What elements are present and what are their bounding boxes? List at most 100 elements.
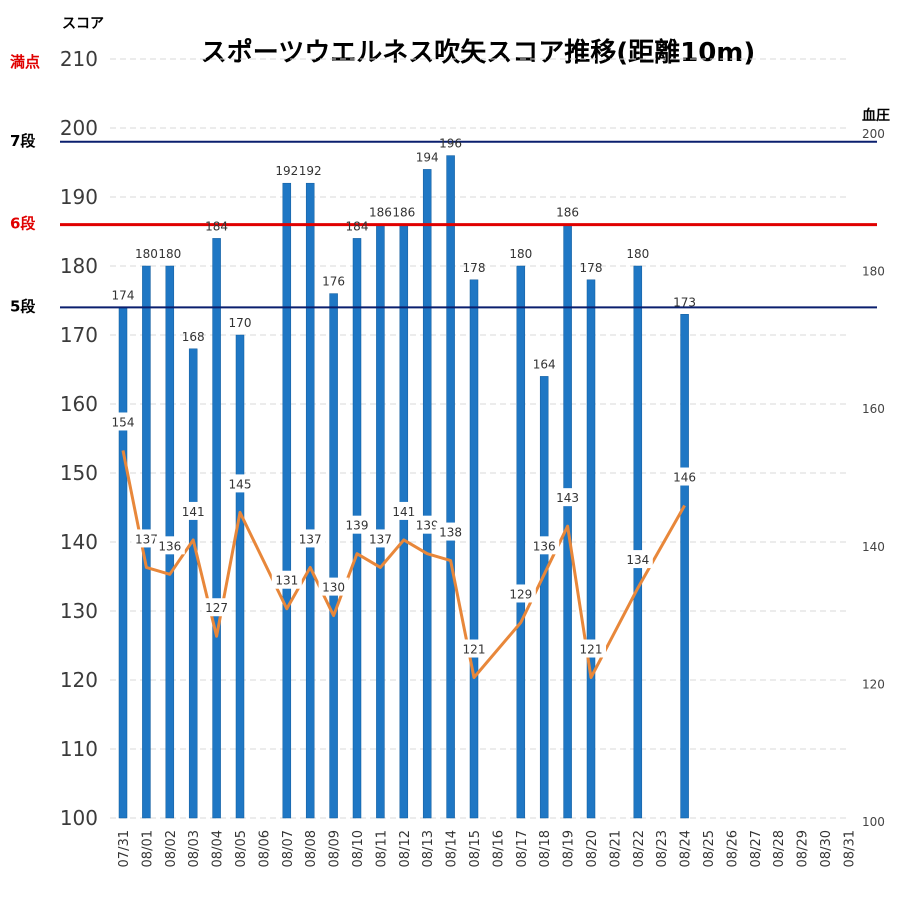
y-tick-label: 120 bbox=[60, 668, 98, 692]
score-bar bbox=[422, 169, 432, 819]
bp-data-label: 145 bbox=[229, 477, 252, 491]
x-tick-label: 08/04 bbox=[211, 830, 226, 867]
x-tick-label: 07/31 bbox=[117, 830, 132, 867]
bp-data-label: 134 bbox=[626, 553, 649, 567]
score-data-label: 184 bbox=[346, 219, 369, 233]
bp-label-bg bbox=[108, 412, 138, 431]
x-tick-label: 08/16 bbox=[491, 830, 506, 867]
x-tick-label: 08/07 bbox=[281, 830, 296, 867]
y-tick-label: 180 bbox=[60, 254, 98, 278]
x-tick-label: 08/14 bbox=[445, 830, 460, 867]
x-tick-label: 08/21 bbox=[608, 830, 623, 867]
y-tick-label: 110 bbox=[60, 737, 98, 761]
bp-data-label: 141 bbox=[182, 505, 205, 519]
bp-data-label: 139 bbox=[416, 519, 439, 533]
y-tick-label: 100 bbox=[60, 806, 98, 830]
score-data-label: 170 bbox=[229, 316, 252, 330]
bp-label-bg bbox=[552, 488, 583, 507]
bp-label-bg bbox=[576, 639, 606, 658]
y2-tick-label: 180 bbox=[862, 265, 885, 279]
y2-tick-label: 160 bbox=[862, 402, 885, 416]
x-tick-label: 08/12 bbox=[398, 830, 413, 867]
x-tick-label: 08/05 bbox=[234, 830, 249, 867]
y2-tick-label: 200 bbox=[862, 127, 885, 141]
bp-label-bg bbox=[365, 529, 396, 548]
score-data-label: 186 bbox=[369, 206, 392, 220]
score-data-label: 180 bbox=[135, 247, 158, 261]
score-bar bbox=[329, 293, 338, 819]
score-data-label: 196 bbox=[439, 137, 462, 151]
score-bar bbox=[586, 279, 596, 819]
score-data-label: 192 bbox=[275, 164, 298, 178]
score-data-label: 178 bbox=[580, 261, 603, 275]
y-tick-label: 140 bbox=[60, 530, 98, 554]
y2-tick-label: 140 bbox=[862, 540, 885, 554]
score-bar bbox=[235, 334, 245, 819]
y-tick-label: 200 bbox=[60, 116, 98, 140]
bp-label-bg bbox=[412, 515, 443, 534]
bp-label-bg bbox=[342, 515, 372, 534]
x-tick-label: 08/02 bbox=[164, 830, 179, 867]
bp-data-label: 131 bbox=[275, 574, 298, 588]
x-tick-label: 08/01 bbox=[140, 830, 155, 867]
chart-title: スポーツウエルネス吹矢スコア推移(距離10m) bbox=[201, 37, 756, 68]
bp-line bbox=[121, 450, 686, 680]
bp-data-label: 139 bbox=[346, 519, 369, 533]
score-bar bbox=[376, 224, 385, 819]
y-tick-label: 130 bbox=[60, 599, 98, 623]
reference-label: 満点 bbox=[10, 53, 40, 71]
bp-data-label: 137 bbox=[299, 532, 322, 546]
x-tick-label: 08/18 bbox=[538, 830, 553, 867]
x-tick-label: 08/10 bbox=[351, 830, 366, 867]
y-tick-label: 190 bbox=[60, 185, 98, 209]
x-tick-label: 08/09 bbox=[328, 830, 343, 867]
score-data-label: 186 bbox=[556, 206, 579, 220]
reference-lines: 満点 7段 6段 5段 bbox=[10, 53, 877, 315]
bp-data-label: 138 bbox=[439, 526, 462, 540]
x-tick-label: 08/23 bbox=[655, 830, 670, 867]
x-tick-label: 08/03 bbox=[187, 830, 202, 867]
x-tick-label: 08/06 bbox=[257, 830, 272, 867]
reference-label: 7段 bbox=[10, 132, 35, 150]
bp-label-bg bbox=[201, 598, 232, 617]
x-tick-label: 08/08 bbox=[304, 830, 319, 867]
y-tick-label: 170 bbox=[60, 323, 98, 347]
bp-label-bg bbox=[669, 467, 700, 486]
y-tick-label: 150 bbox=[60, 461, 98, 485]
reference-label: 5段 bbox=[10, 297, 35, 315]
y2-axis-label: 血圧 bbox=[862, 107, 890, 124]
bp-label-bg bbox=[435, 522, 466, 541]
bp-label-bg bbox=[131, 529, 162, 548]
bp-data-label: 143 bbox=[556, 491, 579, 505]
score-bar bbox=[282, 182, 292, 819]
x-tick-label: 08/11 bbox=[374, 830, 389, 867]
x-tick-label: 08/27 bbox=[749, 830, 764, 867]
score-bar bbox=[212, 238, 221, 819]
x-tick-label: 08/28 bbox=[772, 830, 787, 867]
score-data-label: 184 bbox=[205, 219, 228, 233]
x-tick-label: 08/29 bbox=[796, 830, 811, 867]
score-data-label: 186 bbox=[392, 206, 415, 220]
score-bar bbox=[399, 224, 409, 819]
score-bar bbox=[469, 279, 479, 819]
score-bar bbox=[563, 224, 572, 819]
bp-label-bg bbox=[505, 584, 536, 603]
x-tick-label: 08/26 bbox=[725, 830, 740, 867]
bp-data-label: 130 bbox=[322, 581, 345, 595]
gridlines bbox=[110, 58, 850, 819]
bp-data-label: 136 bbox=[533, 539, 556, 553]
y2-tick-label: 120 bbox=[862, 677, 885, 691]
bp-data-label: 129 bbox=[509, 587, 532, 601]
bp-data-label: 141 bbox=[392, 505, 415, 519]
score-data-label: 180 bbox=[509, 247, 532, 261]
bp-label-bg bbox=[388, 501, 419, 520]
score-bar bbox=[633, 265, 643, 819]
bars bbox=[118, 155, 689, 819]
reference-label: 6段 bbox=[10, 215, 35, 233]
bp-label-bg bbox=[318, 577, 349, 596]
x-tick-label: 08/15 bbox=[468, 830, 483, 867]
score-bar bbox=[446, 155, 455, 819]
